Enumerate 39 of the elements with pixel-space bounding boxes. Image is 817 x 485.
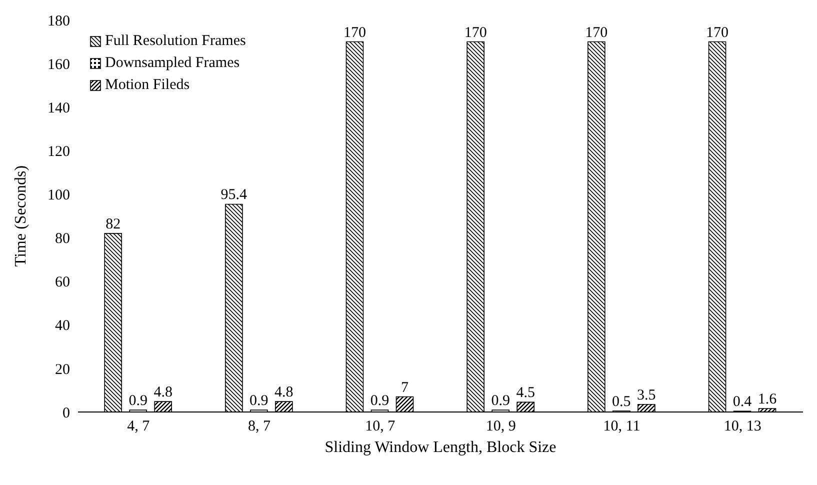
x-tick-label: 8, 7 [248,418,271,435]
data-label: 4.8 [274,384,294,401]
data-label: 95.4 [220,187,248,204]
y-tick-label: 80 [55,231,70,248]
y-tick-label: 60 [55,274,70,291]
data-label: 170 [464,24,487,41]
y-tick-label: 180 [48,13,70,30]
data-label: 0.4 [732,394,752,410]
legend-label: Motion Fileds [105,76,190,95]
x-tick-label: 10, 9 [486,418,516,435]
data-label: 170 [585,24,608,41]
y-tick-label: 20 [55,362,70,378]
data-label: 170 [706,24,728,41]
y-tick-label: 160 [48,56,70,73]
x-tick-label: 10, 13 [724,418,762,435]
data-label: 4.8 [154,384,172,401]
legend-label: Full Resolution Frames [105,32,246,51]
data-label: 0.9 [128,393,148,410]
legend-label: Downsampled Frames [105,54,240,73]
x-axis-title: Sliding Window Length, Block Size [324,439,556,456]
data-label: 0.5 [612,394,631,410]
data-label: 3.5 [637,387,656,404]
x-tick-label: 10, 11 [603,418,640,435]
x-tick-label: 10, 7 [365,418,396,435]
data-label: 4.5 [516,385,535,402]
y-tick-label: 100 [48,188,70,204]
data-label: 0.9 [250,393,268,410]
data-label: 7 [401,380,409,396]
y-tick-label: 0 [62,405,70,422]
data-label: 1.6 [758,392,778,408]
data-label: 0.9 [370,393,390,410]
x-tick-label: 4, 7 [127,418,150,435]
y-axis-title: Time (Seconds) [12,165,30,267]
y-tick-label: 140 [48,100,70,116]
data-label: 170 [344,24,366,41]
data-label: 82 [106,216,121,232]
y-tick-label: 40 [55,318,70,334]
data-label: 0.9 [491,393,510,410]
y-tick-label: 120 [48,144,70,160]
